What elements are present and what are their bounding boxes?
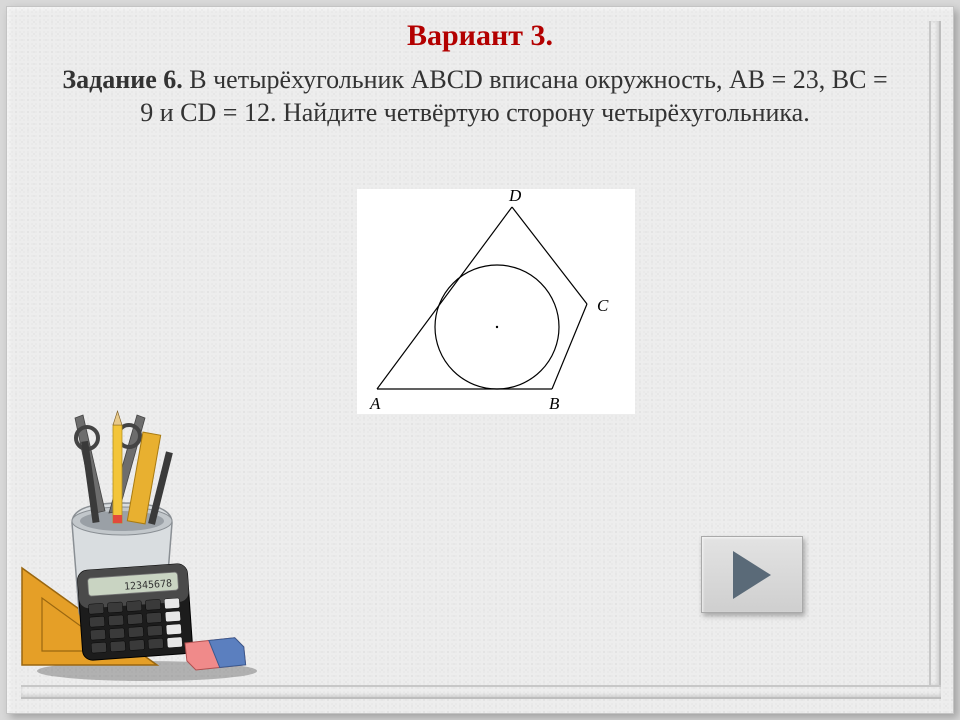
- task-number-label: Задание 6.: [62, 65, 182, 94]
- slide-panel: Вариант 3. Задание 6. В четырёхугольник …: [6, 6, 954, 714]
- problem-body: В четырёхугольник ABCD вписана окружност…: [140, 65, 887, 127]
- svg-text:C: C: [597, 296, 609, 315]
- next-slide-button[interactable]: [701, 536, 803, 613]
- frame-edge-right-inner: [923, 21, 931, 685]
- geometry-diagram: A B C D: [357, 189, 635, 414]
- frame-edge-right: [930, 21, 941, 685]
- problem-text: Задание 6. В четырёхугольник ABCD вписан…: [57, 63, 893, 130]
- stationery-clipart: 12345678: [17, 403, 272, 683]
- variant-title: Вариант 3.: [7, 19, 953, 53]
- play-icon: [733, 551, 771, 599]
- frame-edge-bottom: [21, 686, 941, 699]
- svg-text:D: D: [508, 189, 522, 205]
- svg-text:A: A: [369, 394, 381, 413]
- svg-text:B: B: [549, 394, 560, 413]
